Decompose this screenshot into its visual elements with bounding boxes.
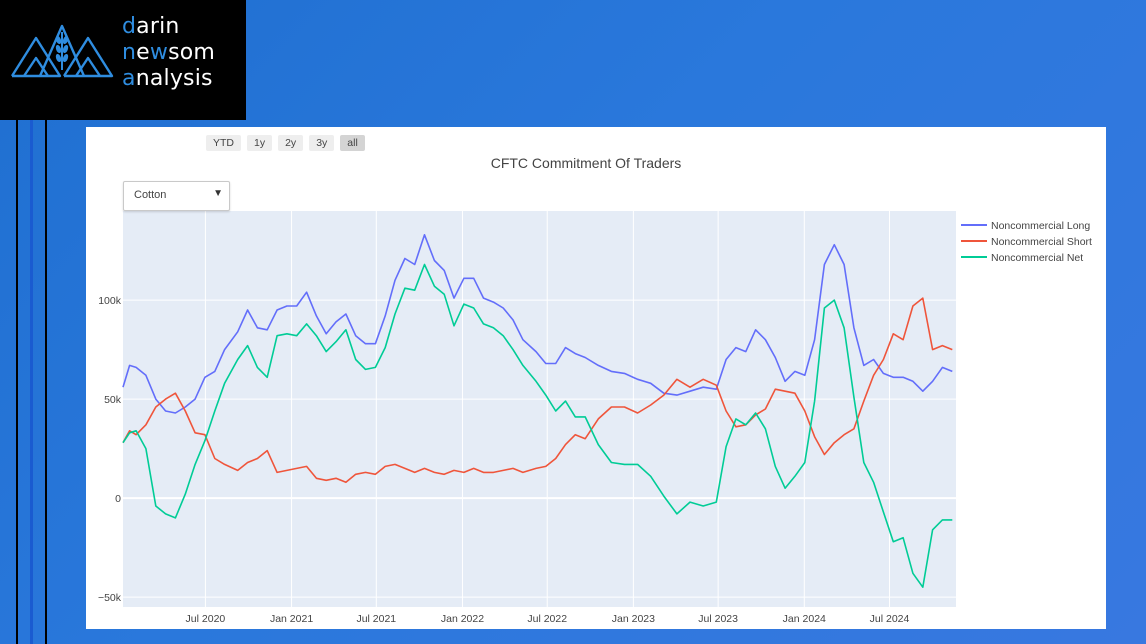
x-tick-label: Jul 2022	[527, 613, 567, 625]
logo-word: nalysis	[135, 66, 213, 91]
logo-letter: d	[122, 14, 137, 39]
dropdown-value: Cotton	[134, 189, 167, 201]
range-selector: YTD 1y 2y 3y all	[206, 135, 365, 151]
y-tick-label: −50k	[98, 592, 122, 604]
x-tick-label: Jul 2023	[698, 613, 738, 625]
range-button-3y[interactable]: 3y	[309, 135, 335, 151]
range-button-all[interactable]: all	[340, 135, 365, 151]
legend-label: Noncommercial Short	[991, 236, 1092, 248]
decor-line	[16, 120, 18, 644]
logo-word: som	[168, 40, 216, 65]
legend-label: Noncommercial Long	[991, 220, 1090, 232]
mountain-wheat-icon	[10, 24, 114, 78]
series-line-net	[122, 263, 953, 589]
commodity-dropdown[interactable]: Cotton ▼	[123, 181, 230, 211]
series-line-long	[122, 234, 953, 414]
logo-line-1: darin	[122, 14, 215, 40]
decor-line	[45, 120, 47, 644]
decor-line	[30, 120, 33, 644]
logo-word: arin	[136, 14, 180, 39]
range-button-1y[interactable]: 1y	[247, 135, 273, 151]
logo-letter: e	[136, 40, 150, 65]
chevron-down-icon: ▼	[213, 188, 223, 199]
x-tick-label: Jan 2024	[783, 613, 826, 625]
chart-svg: Jul 2020 Jan 2021 Jul 2021 Jan 2022 Jul 2022…	[98, 211, 1092, 625]
logo-letter: a	[122, 66, 136, 91]
range-button-2y[interactable]: 2y	[278, 135, 304, 151]
y-tick-label: 100k	[98, 295, 122, 307]
range-button-ytd[interactable]: YTD	[206, 135, 241, 151]
logo-letter: w	[149, 40, 169, 65]
y-tick-label: 50k	[104, 394, 122, 406]
logo-line-2: newsom	[122, 40, 215, 66]
x-tick-label: Jan 2021	[270, 613, 313, 625]
y-tick-label: 0	[115, 493, 121, 505]
x-tick-label: Jan 2022	[441, 613, 484, 625]
chart-panel: Jul 2020 Jan 2021 Jul 2021 Jan 2022 Jul 2022…	[86, 127, 1106, 629]
chart-title: CFTC Commitment Of Traders	[490, 155, 682, 171]
logo: darin newsom analysis	[0, 0, 246, 120]
series-line-short	[122, 297, 953, 484]
x-tick-label: Jul 2024	[870, 613, 910, 625]
x-tick-label: Jul 2020	[186, 613, 226, 625]
x-tick-label: Jan 2023	[612, 613, 655, 625]
x-tick-label: Jul 2021	[356, 613, 396, 625]
logo-letter: n	[122, 40, 137, 65]
logo-text: darin newsom analysis	[122, 14, 215, 92]
plot-area	[123, 211, 956, 607]
logo-line-3: analysis	[122, 66, 215, 92]
legend-label: Noncommercial Net	[991, 252, 1083, 264]
